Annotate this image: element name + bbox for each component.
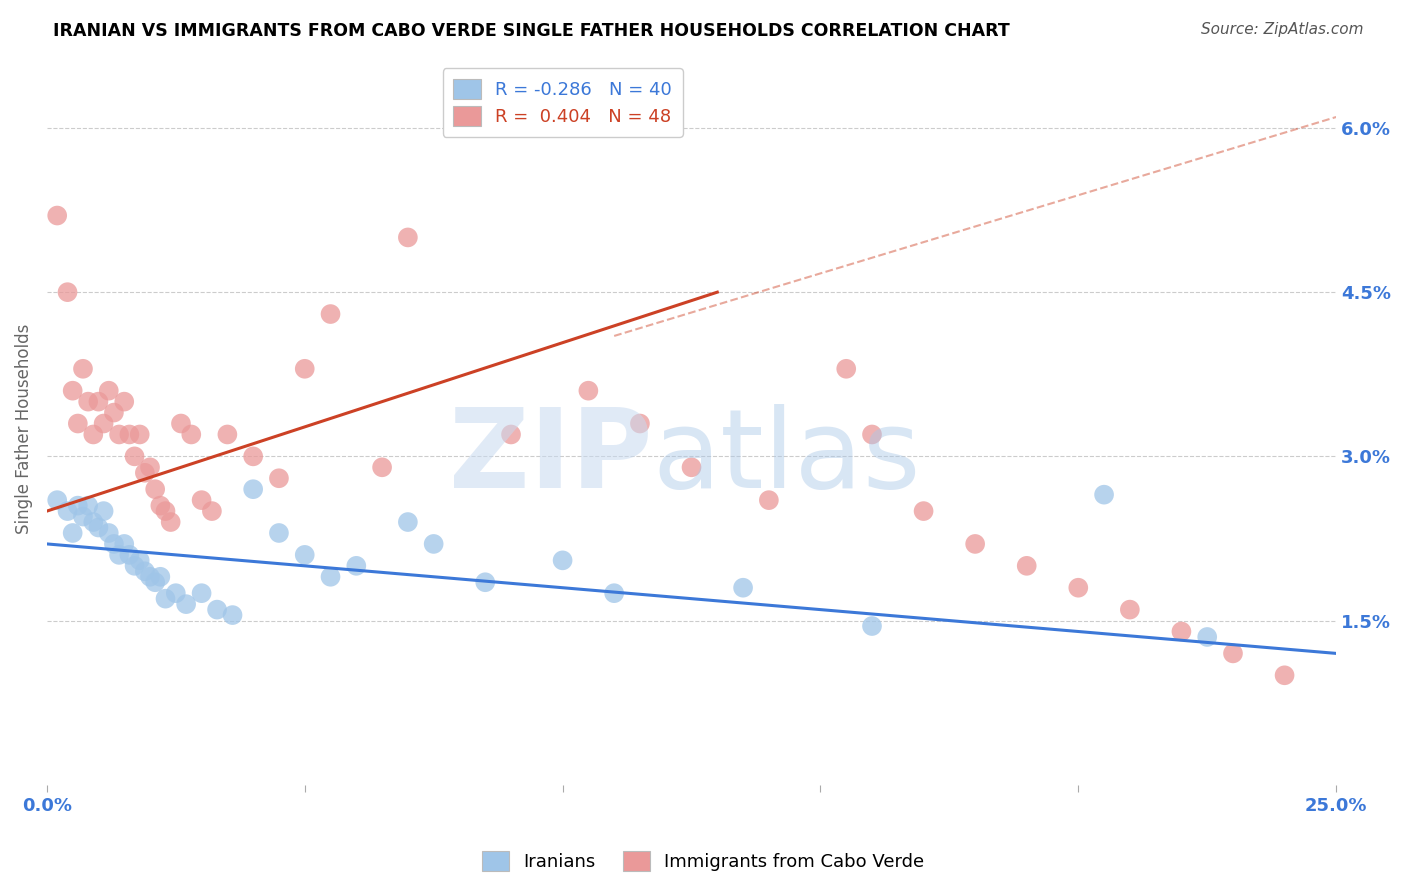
Point — [77, 394, 100, 409]
Point — [124, 450, 146, 464]
Point — [139, 570, 162, 584]
Point — [422, 537, 444, 551]
Point — [190, 493, 212, 508]
Point — [143, 482, 166, 496]
Point — [97, 384, 120, 398]
Point — [1170, 624, 1192, 639]
Point — [124, 558, 146, 573]
Point — [1015, 558, 1038, 573]
Point — [603, 586, 626, 600]
Point — [205, 602, 228, 616]
Point — [294, 361, 316, 376]
Point — [87, 520, 110, 534]
Point — [112, 394, 135, 409]
Point — [1197, 630, 1219, 644]
Point — [190, 586, 212, 600]
Point — [155, 504, 177, 518]
Point — [499, 427, 522, 442]
Point — [56, 504, 79, 518]
Point — [242, 482, 264, 496]
Point — [551, 553, 574, 567]
Point — [128, 427, 150, 442]
Point — [1067, 581, 1090, 595]
Point — [46, 209, 69, 223]
Legend: R = -0.286   N = 40, R =  0.404   N = 48: R = -0.286 N = 40, R = 0.404 N = 48 — [443, 68, 682, 136]
Point — [221, 608, 243, 623]
Point — [93, 417, 115, 431]
Point — [139, 460, 162, 475]
Point — [103, 537, 125, 551]
Point — [1222, 647, 1244, 661]
Point — [576, 384, 599, 398]
Point — [217, 427, 239, 442]
Point — [733, 581, 755, 595]
Point — [474, 575, 496, 590]
Point — [860, 619, 883, 633]
Point — [112, 537, 135, 551]
Text: atlas: atlas — [652, 404, 921, 511]
Point — [758, 493, 780, 508]
Point — [149, 499, 172, 513]
Point — [77, 499, 100, 513]
Point — [242, 450, 264, 464]
Point — [1092, 488, 1115, 502]
Point — [835, 361, 858, 376]
Point — [143, 575, 166, 590]
Point — [97, 526, 120, 541]
Point — [159, 515, 181, 529]
Point — [56, 285, 79, 300]
Point — [860, 427, 883, 442]
Point — [155, 591, 177, 606]
Point — [267, 526, 290, 541]
Point — [628, 417, 651, 431]
Point — [267, 471, 290, 485]
Point — [66, 499, 89, 513]
Point — [165, 586, 187, 600]
Point — [1119, 602, 1142, 616]
Point — [118, 427, 141, 442]
Legend: Iranians, Immigrants from Cabo Verde: Iranians, Immigrants from Cabo Verde — [474, 844, 932, 879]
Text: ZIP: ZIP — [450, 404, 652, 511]
Text: Source: ZipAtlas.com: Source: ZipAtlas.com — [1201, 22, 1364, 37]
Point — [134, 466, 156, 480]
Point — [174, 597, 197, 611]
Point — [396, 230, 419, 244]
Point — [396, 515, 419, 529]
Y-axis label: Single Father Households: Single Father Households — [15, 324, 32, 534]
Point — [344, 558, 367, 573]
Point — [371, 460, 394, 475]
Point — [82, 515, 104, 529]
Point — [108, 427, 131, 442]
Point — [118, 548, 141, 562]
Point — [72, 361, 94, 376]
Point — [72, 509, 94, 524]
Text: IRANIAN VS IMMIGRANTS FROM CABO VERDE SINGLE FATHER HOUSEHOLDS CORRELATION CHART: IRANIAN VS IMMIGRANTS FROM CABO VERDE SI… — [53, 22, 1010, 40]
Point — [108, 548, 131, 562]
Point — [134, 564, 156, 578]
Point — [1274, 668, 1296, 682]
Point — [62, 526, 84, 541]
Point — [180, 427, 202, 442]
Point — [46, 493, 69, 508]
Point — [87, 394, 110, 409]
Point — [319, 570, 342, 584]
Point — [62, 384, 84, 398]
Point — [965, 537, 987, 551]
Point — [170, 417, 193, 431]
Point — [93, 504, 115, 518]
Point — [201, 504, 224, 518]
Point — [912, 504, 935, 518]
Point — [294, 548, 316, 562]
Point — [128, 553, 150, 567]
Point — [149, 570, 172, 584]
Point — [681, 460, 703, 475]
Point — [103, 406, 125, 420]
Point — [66, 417, 89, 431]
Point — [82, 427, 104, 442]
Point — [319, 307, 342, 321]
